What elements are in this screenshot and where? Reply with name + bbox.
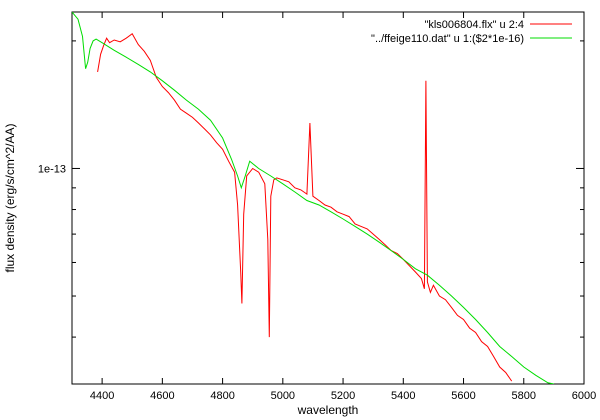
legend-label-2: "../ffeige110.dat" u 1:($2*1e-16) (371, 33, 524, 45)
y-axis-label: flux density (erg/s/cm^2/AA) (3, 123, 17, 272)
x-tick-label: 5600 (451, 390, 475, 402)
x-tick-label: 5400 (391, 390, 415, 402)
x-tick-label: 5800 (512, 390, 536, 402)
y-axis-ticks: 1e-13 (38, 40, 584, 338)
series-layer (72, 12, 554, 384)
x-axis-ticks: 4400 4600 4800 5000 5200 5400 5600 5800 6000 (90, 12, 596, 402)
plot-frame (71, 11, 585, 385)
series-line-1 (97, 32, 513, 382)
legend-label-1: "kls006804.flx" u 2:4 (424, 19, 524, 31)
x-tick-label: 6000 (572, 390, 596, 402)
y-tick-label: 1e-13 (38, 163, 66, 175)
x-tick-label: 4400 (90, 390, 114, 402)
x-tick-label: 4800 (210, 390, 234, 402)
x-tick-label: 5200 (331, 390, 355, 402)
x-tick-label: 4600 (150, 390, 174, 402)
series-line-2 (72, 12, 554, 384)
x-tick-label: 5000 (271, 390, 295, 402)
x-axis-label: wavelength (297, 403, 359, 417)
legend: "kls006804.flx" u 2:4 "../ffeige110.dat" … (371, 19, 572, 45)
